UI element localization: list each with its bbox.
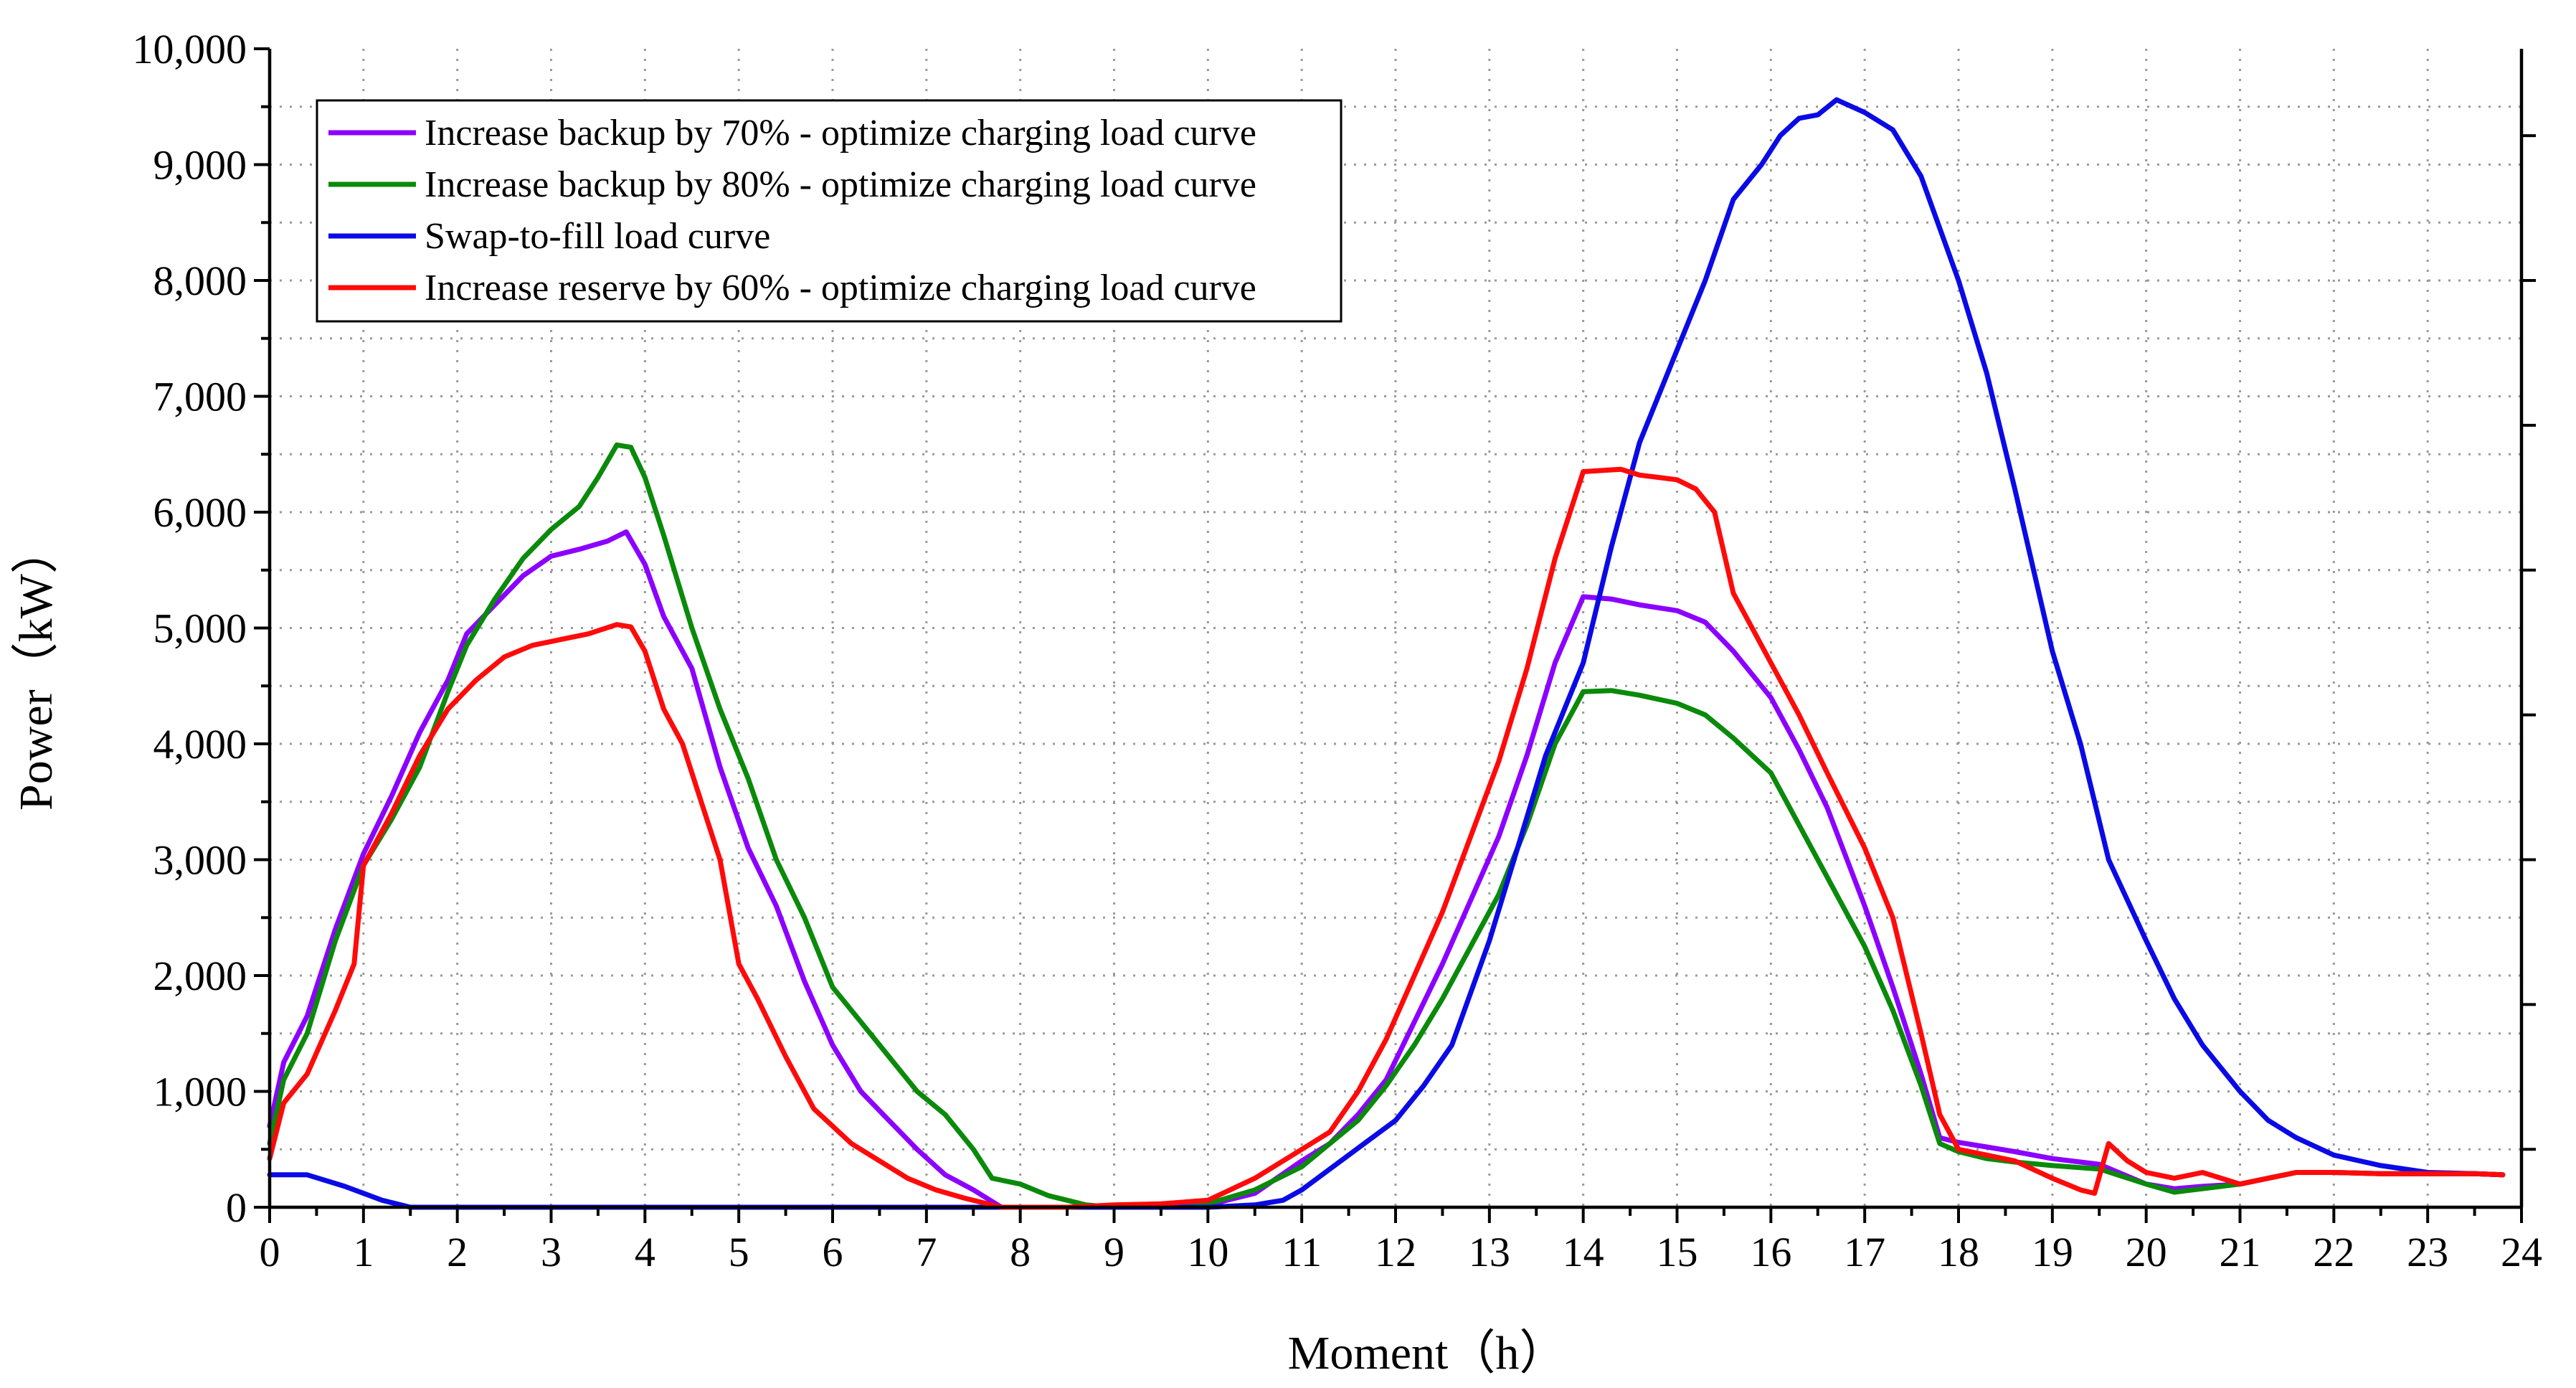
legend-label-4: Increase reserve by 60% - optimize charg… bbox=[425, 268, 1256, 308]
x-tick-label: 12 bbox=[1375, 1229, 1416, 1275]
y-tick-label: 1,000 bbox=[153, 1069, 247, 1115]
legend-box bbox=[316, 99, 1343, 323]
x-tick-label: 20 bbox=[2126, 1229, 2167, 1275]
y-tick-label: 10,000 bbox=[133, 26, 247, 72]
legend: Increase backup by 70% - optimize chargi… bbox=[316, 99, 1343, 323]
x-tick-label: 15 bbox=[1657, 1229, 1698, 1275]
x-tick-label: 11 bbox=[1282, 1229, 1322, 1275]
x-tick-label: 7 bbox=[916, 1229, 937, 1275]
y-tick-label: 6,000 bbox=[153, 489, 247, 536]
x-tick-label: 13 bbox=[1469, 1229, 1510, 1275]
y-tick-label: 9,000 bbox=[153, 142, 247, 189]
y-axis-title: Power（kW） bbox=[10, 527, 62, 811]
x-axis-title: Moment（h） bbox=[1288, 1327, 1567, 1379]
x-tick-label: 17 bbox=[1844, 1229, 1885, 1275]
x-tick-label: 0 bbox=[260, 1229, 280, 1275]
y-tick-label: 8,000 bbox=[153, 258, 247, 304]
x-tick-label: 6 bbox=[823, 1229, 843, 1275]
x-tick-label: 24 bbox=[2501, 1229, 2542, 1275]
y-tick-label: 7,000 bbox=[153, 374, 247, 420]
y-tick-label: 5,000 bbox=[153, 605, 247, 652]
x-tick-label: 23 bbox=[2407, 1229, 2448, 1275]
legend-label-1: Increase backup by 70% - optimize chargi… bbox=[425, 113, 1256, 154]
x-tick-label: 10 bbox=[1187, 1229, 1228, 1275]
x-tick-label: 4 bbox=[635, 1229, 655, 1275]
x-tick-label: 3 bbox=[541, 1229, 562, 1275]
x-tick-label: 5 bbox=[729, 1229, 749, 1275]
x-tick-label: 16 bbox=[1750, 1229, 1791, 1275]
series-line-4 bbox=[267, 466, 2506, 1210]
series-line-1 bbox=[267, 529, 2506, 1210]
series-line-2 bbox=[267, 442, 2506, 1210]
y-tick-label: 3,000 bbox=[153, 837, 247, 884]
x-tick-label: 9 bbox=[1104, 1229, 1124, 1275]
x-tick-label: 14 bbox=[1563, 1229, 1604, 1275]
legend-label-2: Increase backup by 80% - optimize chargi… bbox=[425, 164, 1256, 205]
ticks-layer: 0 1 2 3 4 5 6 7 8 9 10 11 12 13 14 15 16 17 18 19 20 21 22 23 24… bbox=[133, 26, 2543, 1275]
x-tick-label: 2 bbox=[447, 1229, 468, 1275]
y-tick-label: 2,000 bbox=[153, 953, 247, 999]
y-tick-label: 0 bbox=[226, 1184, 247, 1231]
legend-label-3: Swap-to-fill load curve bbox=[425, 216, 770, 257]
x-tick-label: 21 bbox=[2220, 1229, 2261, 1275]
x-tick-label: 22 bbox=[2313, 1229, 2354, 1275]
x-tick-label: 8 bbox=[1010, 1229, 1031, 1275]
grid-layer bbox=[270, 49, 2521, 1207]
y-tick-label: 4,000 bbox=[153, 721, 247, 768]
x-tick-label: 1 bbox=[353, 1229, 374, 1275]
x-tick-label: 18 bbox=[1938, 1229, 1979, 1275]
x-tick-label: 19 bbox=[2032, 1229, 2073, 1275]
